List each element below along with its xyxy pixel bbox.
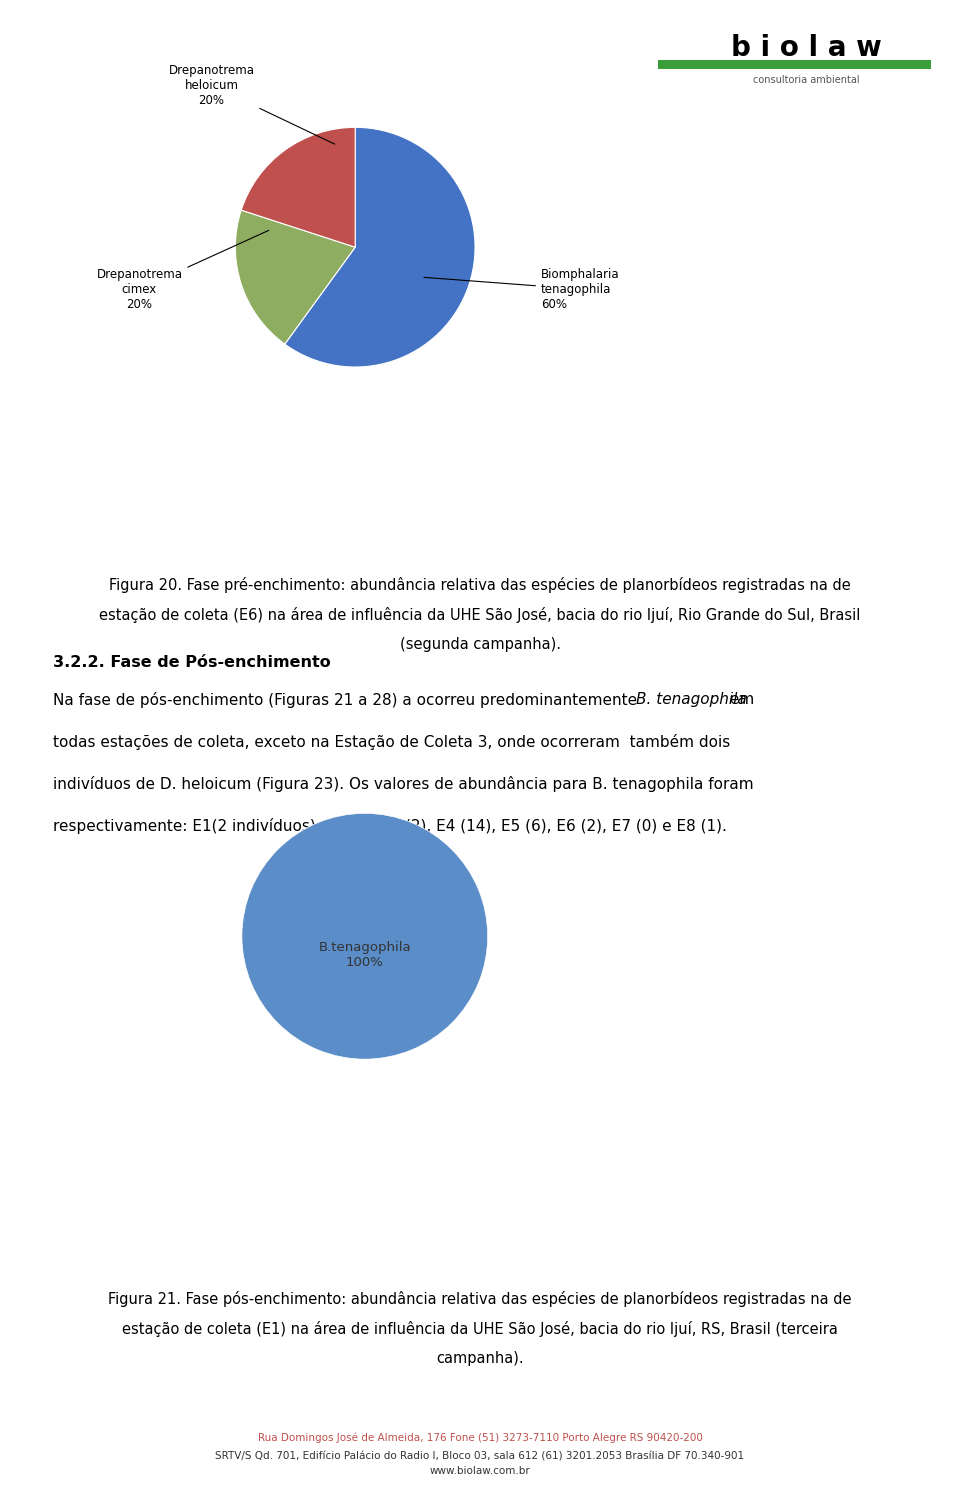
Text: Na fase de pós-enchimento (Figuras 21 a 28) a ocorreu predominantemente: Na fase de pós-enchimento (Figuras 21 a … [53,692,642,709]
Text: Rua Domingos José de Almeida, 176 Fone (51) 3273-7110 Porto Alegre RS 90420-200: Rua Domingos José de Almeida, 176 Fone (… [257,1432,703,1444]
Wedge shape [235,210,355,345]
Text: em: em [725,692,754,707]
Text: B.tenagophila
100%: B.tenagophila 100% [319,941,411,969]
Text: www.biolaw.com.br: www.biolaw.com.br [430,1467,530,1476]
Text: campanha).: campanha). [436,1351,524,1366]
Text: estação de coleta (E6) na área de influência da UHE São José, bacia do rio Ijuí,: estação de coleta (E6) na área de influê… [99,607,861,623]
Text: SRTV/S Qd. 701, Edifício Palácio do Radio I, Bloco 03, sala 612 (61) 3201.2053 B: SRTV/S Qd. 701, Edifício Palácio do Radi… [215,1452,745,1461]
Text: indivíduos de D. heloicum (Figura 23). Os valores de abundância para B. tenagoph: indivíduos de D. heloicum (Figura 23). O… [53,776,754,792]
Text: consultoria ambiental: consultoria ambiental [753,75,860,85]
Text: estação de coleta (E1) na área de influência da UHE São José, bacia do rio Ijuí,: estação de coleta (E1) na área de influê… [122,1321,838,1338]
Wedge shape [241,127,355,247]
Text: Figura 21. Fase pós-enchimento: abundância relativa das espécies de planorbídeos: Figura 21. Fase pós-enchimento: abundânc… [108,1291,852,1308]
Text: Figura 20. Fase pré-enchimento: abundância relativa das espécies de planorbídeos: Figura 20. Fase pré-enchimento: abundânc… [109,577,851,593]
Text: (segunda campanha).: (segunda campanha). [399,637,561,652]
Wedge shape [242,813,488,1059]
FancyBboxPatch shape [658,60,931,69]
Text: Drepanotrema
cimex
20%: Drepanotrema cimex 20% [97,231,269,310]
Text: b i o l a w: b i o l a w [731,34,882,61]
Wedge shape [285,127,475,367]
Text: B. tenagophila: B. tenagophila [636,692,747,707]
Text: respectivamente: E1(2 indivíduos), E2 (4), E3 (2), E4 (14), E5 (6), E6 (2), E7 (: respectivamente: E1(2 indivíduos), E2 (4… [53,818,727,834]
Text: todas estações de coleta, exceto na Estação de Coleta 3, onde ocorreram  também : todas estações de coleta, exceto na Esta… [53,734,730,750]
Text: Drepanotrema
heloicum
20%: Drepanotrema heloicum 20% [168,64,335,144]
Text: 3.2.2. Fase de Pós-enchimento: 3.2.2. Fase de Pós-enchimento [53,655,330,670]
Text: Biomphalaria
tenagophila
60%: Biomphalaria tenagophila 60% [424,268,619,310]
